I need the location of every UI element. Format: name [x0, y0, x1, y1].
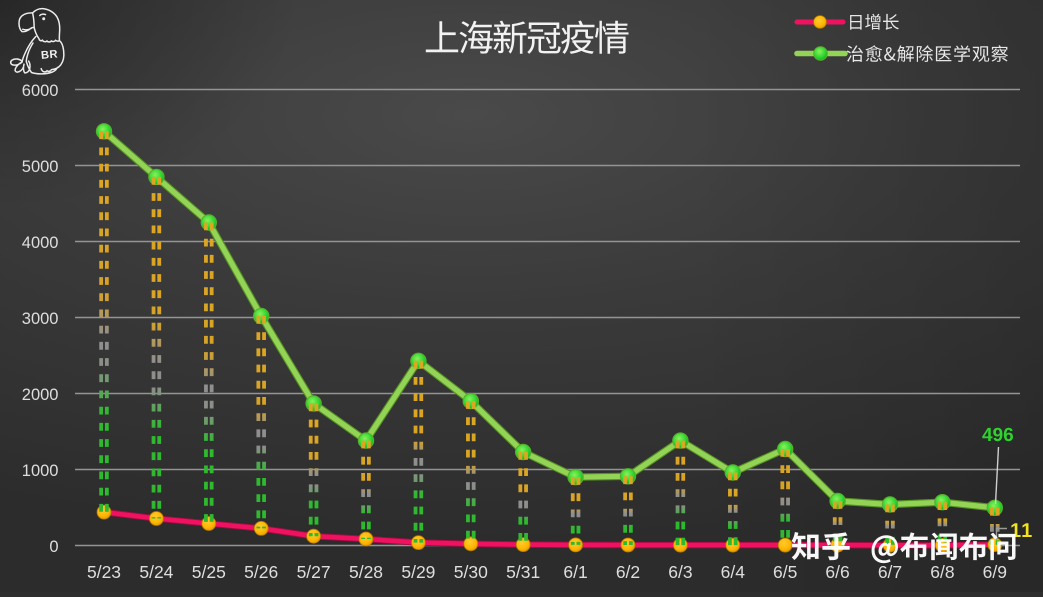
svg-text:5/23: 5/23 — [87, 562, 121, 582]
svg-text:5000: 5000 — [22, 158, 59, 176]
svg-text:2000: 2000 — [22, 386, 59, 404]
svg-text:6/2: 6/2 — [616, 562, 640, 582]
svg-text:5/30: 5/30 — [454, 562, 488, 582]
svg-text:5/31: 5/31 — [506, 562, 540, 582]
svg-text:6/4: 6/4 — [721, 562, 746, 582]
svg-text:5/28: 5/28 — [349, 562, 383, 582]
svg-text:6/1: 6/1 — [563, 562, 587, 582]
svg-text:3000: 3000 — [22, 310, 59, 328]
svg-text:6000: 6000 — [22, 82, 59, 100]
svg-text:6/9: 6/9 — [983, 562, 1007, 582]
svg-text:6/7: 6/7 — [878, 562, 902, 582]
svg-text:5/25: 5/25 — [192, 562, 226, 582]
svg-text:4000: 4000 — [22, 234, 59, 252]
svg-text:6/8: 6/8 — [930, 562, 954, 582]
svg-text:6/3: 6/3 — [668, 562, 692, 582]
svg-text:6/6: 6/6 — [825, 562, 849, 582]
svg-text:5/24: 5/24 — [139, 562, 173, 582]
svg-text:5/27: 5/27 — [297, 562, 331, 582]
svg-text:0: 0 — [49, 538, 58, 556]
svg-text:1000: 1000 — [22, 462, 59, 480]
svg-text:6/5: 6/5 — [773, 562, 797, 582]
svg-text:5/29: 5/29 — [401, 562, 435, 582]
svg-text:5/26: 5/26 — [244, 562, 278, 582]
